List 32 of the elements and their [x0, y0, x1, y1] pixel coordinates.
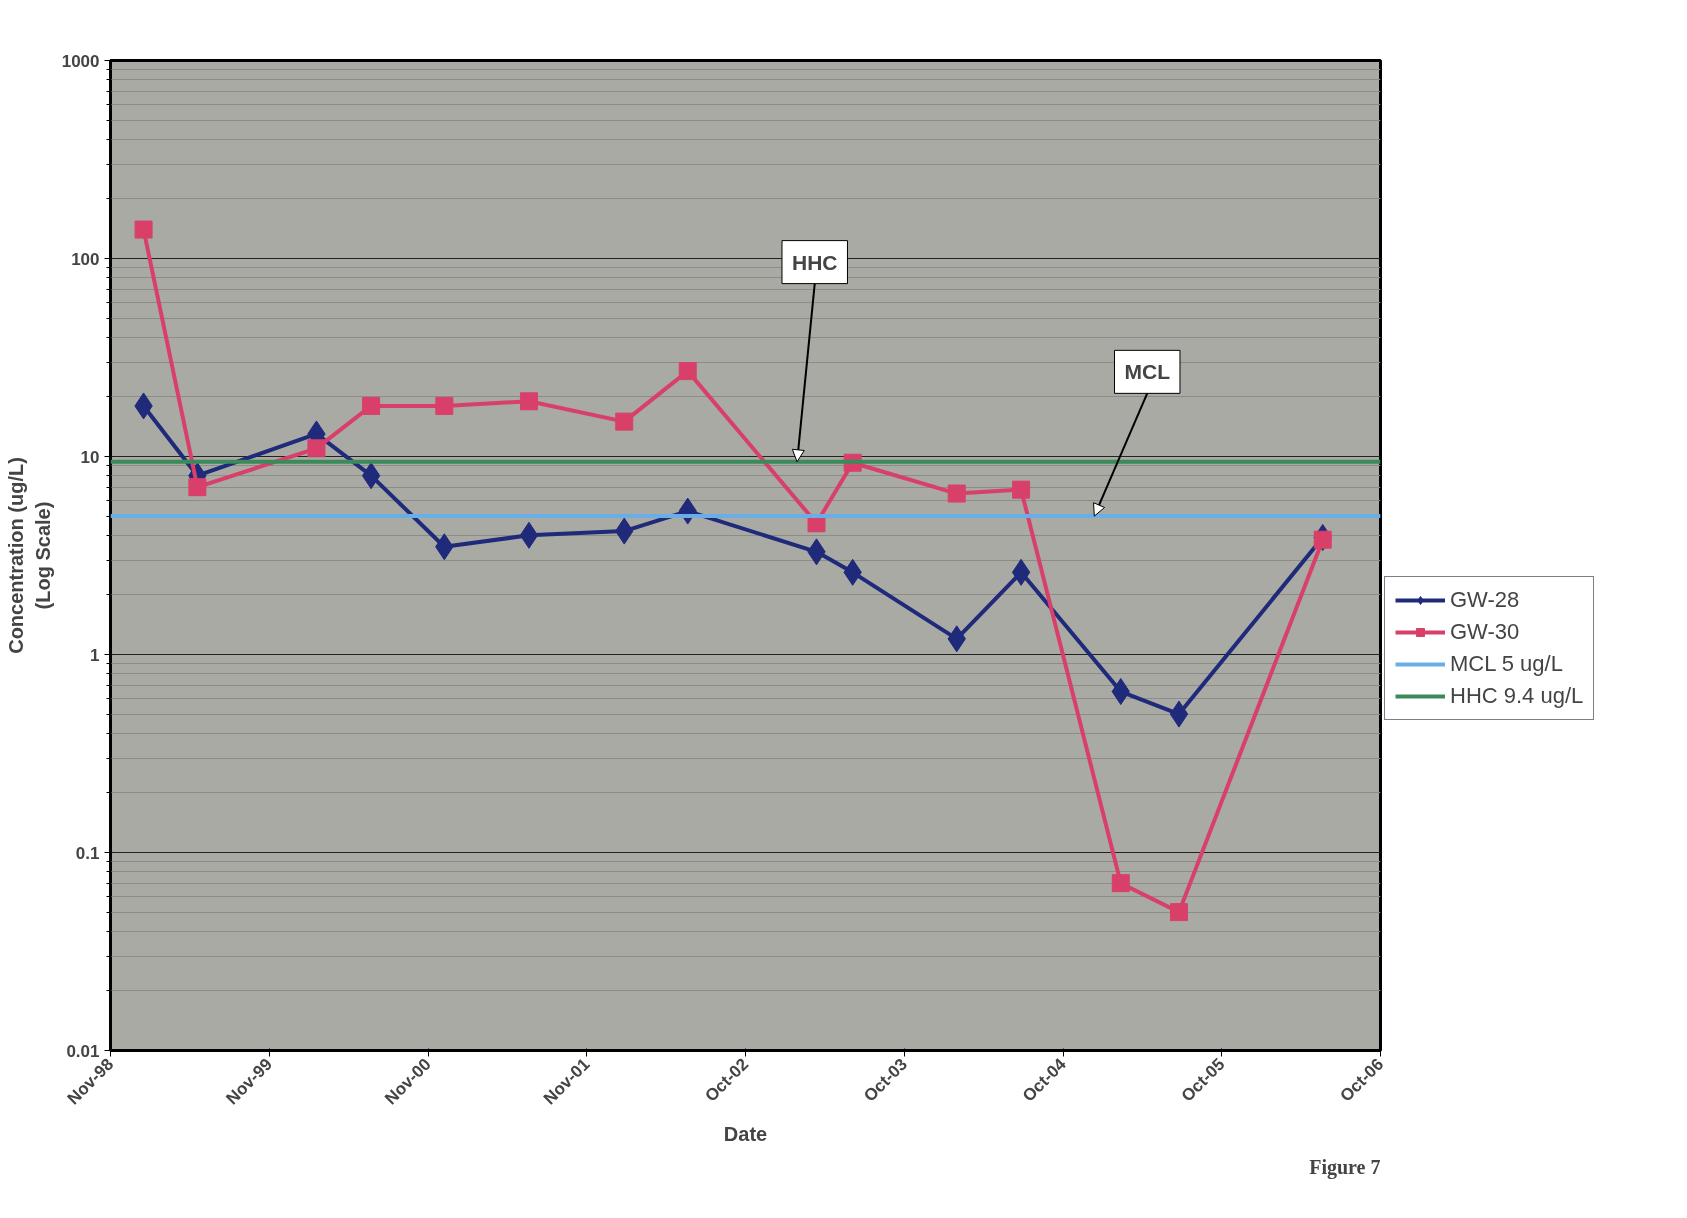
point — [1012, 480, 1031, 499]
y-axis-title: Concentration (ug/L) (Log Scale) — [5, 457, 54, 654]
y-tick-label: 0.01 — [66, 1041, 100, 1061]
point — [519, 521, 539, 549]
y-tick-label: 100 — [71, 249, 100, 269]
legend-label: GW-28 — [1450, 587, 1520, 613]
point — [1111, 874, 1130, 893]
y-tick-label: 1000 — [61, 51, 100, 71]
y-tick-label: 1 — [90, 645, 100, 665]
y-tick-label: 10 — [80, 447, 100, 467]
x-axis-title: Date — [723, 1123, 768, 1146]
legend-label: GW-30 — [1450, 619, 1520, 645]
point — [1169, 903, 1188, 922]
point — [1313, 530, 1332, 549]
point — [134, 220, 153, 239]
point — [361, 462, 381, 490]
legend-label: MCL 5 ug/L — [1450, 651, 1563, 677]
point — [1169, 700, 1189, 728]
point — [1011, 558, 1031, 586]
point — [362, 396, 381, 415]
point — [435, 396, 454, 415]
caption: Figure 7 — [1309, 1155, 1381, 1179]
point — [947, 484, 966, 503]
point — [307, 439, 326, 458]
point — [188, 478, 207, 497]
annotation: MCL — [1124, 360, 1171, 384]
point — [615, 412, 634, 431]
annotation: HHC — [791, 250, 838, 274]
y-tick-label: 0.1 — [75, 843, 100, 863]
legend-label: HHC 9.4 ug/L — [1450, 683, 1584, 709]
point — [678, 362, 697, 381]
point — [519, 392, 538, 411]
